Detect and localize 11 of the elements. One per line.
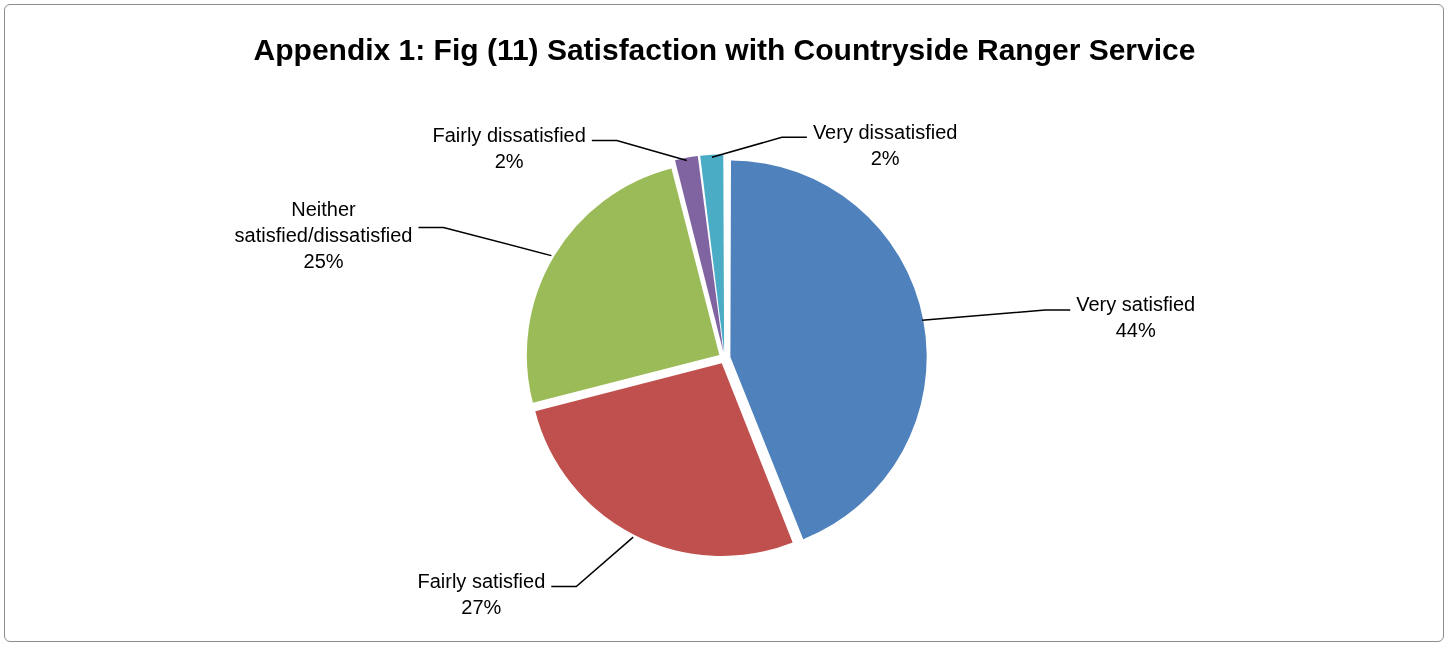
slice-label: Very dissatisfied <box>812 120 958 143</box>
slice-label: Very satisfied <box>1076 293 1196 316</box>
data-label: 2% <box>870 146 900 169</box>
slice-label: Fairly dissatisfied <box>432 123 586 146</box>
data-label: 25% <box>303 249 344 272</box>
chart-title: Appendix 1: Fig (11) Satisfaction with Countryside Ranger Service <box>253 33 1196 67</box>
data-label: 2% <box>494 149 524 172</box>
data-label: 27% <box>461 596 502 619</box>
slice-label: Neither satisfied/dissatisfied <box>234 197 413 246</box>
slice-label: Fairly satisfied <box>417 570 546 593</box>
data-label: 44% <box>1115 319 1156 342</box>
